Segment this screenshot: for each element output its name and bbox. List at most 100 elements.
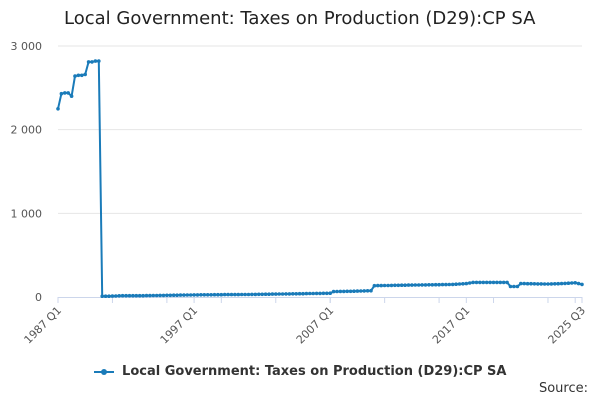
source-label: Source: <box>538 381 588 396</box>
data-point <box>484 280 489 285</box>
data-point <box>127 293 132 298</box>
data-point <box>216 292 220 297</box>
y-axis: 0 1 000 2 000 3 000 <box>11 40 43 304</box>
data-point <box>532 282 537 286</box>
data-point <box>97 59 101 63</box>
data-point <box>399 283 404 288</box>
data-point <box>73 74 77 78</box>
data-point <box>549 282 554 286</box>
legend[interactable]: Local Government: Taxes on Production (D… <box>0 364 600 379</box>
data-point <box>151 293 156 298</box>
data-point <box>338 289 343 294</box>
data-point <box>141 293 145 298</box>
data-point <box>512 284 516 289</box>
data-point <box>110 294 115 298</box>
data-point <box>478 280 482 285</box>
data-point <box>287 292 292 296</box>
data-point <box>120 293 125 298</box>
data-point <box>219 292 224 297</box>
data-point <box>440 282 445 287</box>
data-point <box>205 293 210 297</box>
data-point <box>457 282 462 286</box>
data-point <box>86 60 91 64</box>
line-chart: 0 1 000 2 000 3 000 1987 Q1 1997 Q1 2007 Q1 20… <box>11 40 589 347</box>
data-point <box>137 293 142 298</box>
data-point <box>56 107 60 111</box>
data-point <box>236 292 241 297</box>
data-point <box>447 282 452 287</box>
data-point <box>393 283 397 288</box>
data-point <box>529 281 533 286</box>
data-point <box>515 284 520 289</box>
data-point <box>386 283 390 288</box>
data-point <box>161 293 166 298</box>
data-point <box>406 283 411 287</box>
data-point <box>66 91 70 95</box>
data-point <box>508 284 513 289</box>
legend-label: Local Government: Taxes on Production (D… <box>122 364 507 379</box>
data-point <box>250 292 254 297</box>
data-point <box>501 280 506 285</box>
data-point <box>165 293 169 298</box>
y-tick-label: 1 000 <box>11 207 43 220</box>
data-point <box>570 281 574 285</box>
data-point <box>59 91 64 96</box>
data-point <box>413 283 418 287</box>
data-point <box>107 294 111 299</box>
data-point <box>491 280 496 285</box>
data-point <box>263 292 268 297</box>
data-point <box>199 293 203 297</box>
data-point <box>304 291 309 296</box>
data-point <box>536 282 540 286</box>
gridlines <box>58 45 582 214</box>
data-point <box>410 283 414 287</box>
data-point <box>331 289 336 294</box>
data-point <box>481 280 486 285</box>
data-point <box>297 291 302 296</box>
data-point <box>321 291 326 296</box>
data-point <box>100 294 104 299</box>
data-point <box>291 292 295 296</box>
series-layer <box>56 59 584 299</box>
data-point <box>519 281 523 286</box>
data-point <box>420 283 424 287</box>
data-point <box>83 72 87 77</box>
data-point <box>270 292 275 296</box>
x-tick-label: 2017 Q1 <box>430 304 473 347</box>
chart-title: Local Government: Taxes on Production (D… <box>64 8 536 29</box>
data-point <box>430 283 435 287</box>
data-point <box>379 283 384 288</box>
data-point <box>274 292 278 296</box>
data-point <box>185 293 190 297</box>
data-point <box>450 282 455 287</box>
data-point <box>76 73 81 78</box>
data-point <box>318 291 322 296</box>
data-point <box>471 280 475 285</box>
data-point <box>522 281 526 286</box>
data-point <box>474 280 479 285</box>
series-line <box>57 60 583 298</box>
data-point <box>352 289 356 294</box>
data-point <box>195 293 200 297</box>
data-point <box>437 282 441 287</box>
data-point <box>246 292 251 297</box>
data-point <box>117 294 121 298</box>
data-point <box>539 282 543 286</box>
data-point <box>301 291 305 296</box>
data-point <box>566 281 571 286</box>
data-point <box>359 289 363 293</box>
data-point <box>311 291 316 296</box>
data-point <box>202 293 207 297</box>
x-tick-label: 2025 Q3 <box>546 304 589 347</box>
data-point <box>63 91 67 95</box>
data-point <box>467 281 472 285</box>
data-point <box>257 292 261 297</box>
data-point <box>192 293 196 297</box>
data-point <box>403 283 407 288</box>
data-point <box>222 292 227 297</box>
data-point <box>267 292 271 297</box>
data-point <box>573 281 577 285</box>
data-point <box>229 292 234 297</box>
data-point <box>461 282 465 286</box>
data-point <box>423 283 428 287</box>
